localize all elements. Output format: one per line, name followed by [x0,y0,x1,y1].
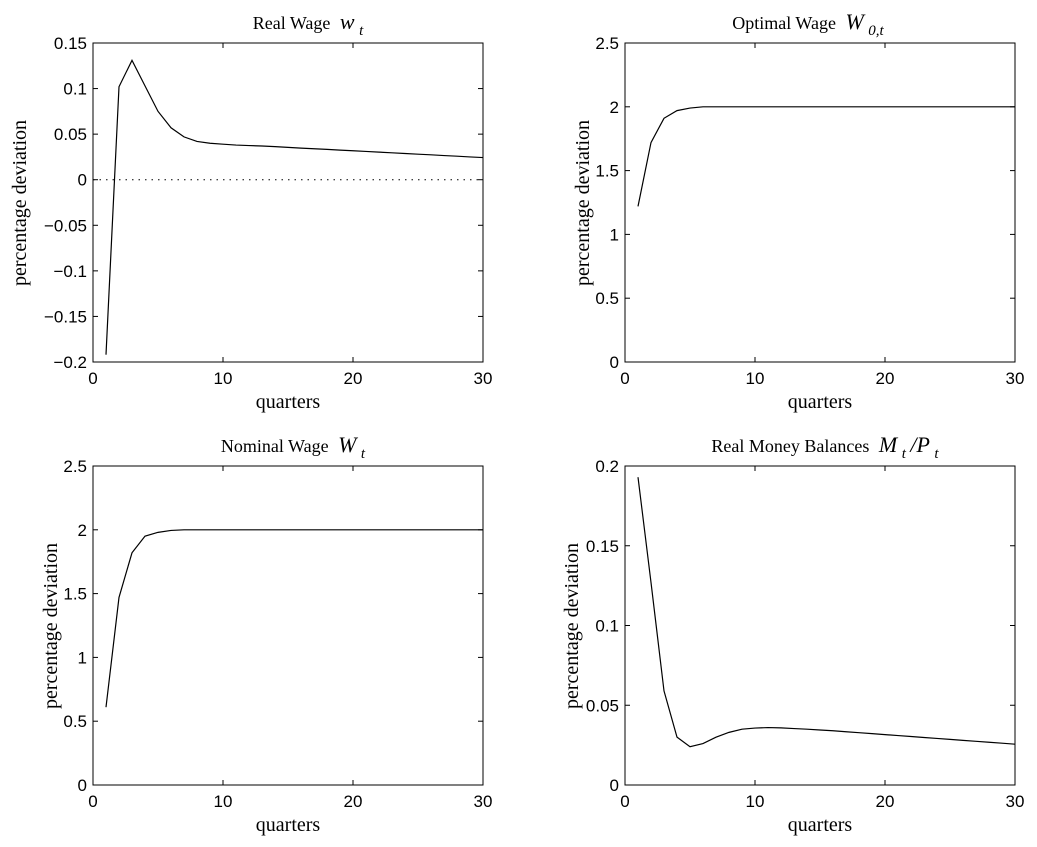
y-tick-label: 0 [610,776,619,795]
y-tick-label: 0.1 [595,617,619,636]
series-line [105,529,483,708]
series-layer [637,477,1016,748]
series-layer [105,529,483,708]
chart-panel-real-wage: Real Wage w t 0 10 20 30 −0.2 −0.15 −0.1 −0.05… [9,9,492,413]
x-axis-label: quarters [256,391,321,413]
x-tick-label: 0 [88,792,97,811]
chart-title: Real Money Balances M t /P t [711,432,939,462]
x-axis-ticks: 0 10 20 30 [620,466,1024,811]
x-tick-label: 30 [1006,369,1025,388]
x-tick-label: 20 [876,792,895,811]
chart-title-symbol: W [338,432,358,457]
chart-title-subscript: 0,t [868,23,884,39]
y-tick-label: −0.15 [44,307,87,326]
y-tick-label: 0.5 [595,289,619,308]
y-tick-label: 0 [610,353,619,372]
y-tick-label: 0 [78,171,87,190]
plot-frame [92,42,484,363]
chart-title-subscript-2: t [934,446,939,462]
y-axis-label: percentage deviation [561,543,583,709]
y-tick-label: 1.5 [63,585,87,604]
series-line [637,477,1016,748]
plot-frame [624,42,1016,363]
y-axis-label: percentage deviation [40,543,62,709]
chart-title-symbol: M [878,432,899,457]
x-tick-label: 10 [214,792,233,811]
plot-frame [92,465,484,786]
x-tick-label: 0 [88,369,97,388]
x-axis-label: quarters [788,391,853,413]
chart-title: Real Wage w t [253,9,364,39]
y-tick-label: −0.2 [53,353,87,372]
chart-title-symbol: W [845,9,865,34]
x-axis-label: quarters [256,814,321,836]
y-tick-label: 0.05 [54,125,87,144]
x-axis-ticks: 0 10 20 30 [88,43,492,388]
y-tick-label: 2 [610,98,619,117]
y-tick-label: 0.15 [586,537,619,556]
x-tick-label: 0 [620,369,629,388]
chart-title-symbol: w [340,9,355,34]
chart-panel-optimal-wage: Optimal Wage W 0,t 0 10 20 30 00.511.522.5 … [572,9,1024,413]
y-tick-label: 0.2 [595,457,619,476]
y-axis-label: percentage deviation [9,120,31,286]
chart-panel-real-money-balances: Real Money Balances M t /P t 0 10 20 30 0 0.… [561,432,1024,836]
y-axis-label: percentage deviation [572,120,594,286]
x-tick-label: 30 [474,792,493,811]
y-tick-label: 2.5 [63,457,87,476]
x-axis-ticks: 0 10 20 30 [88,466,492,811]
y-axis-ticks: 0 0.5 1 1.5 2 2.5 [63,457,483,795]
y-tick-label: 0.1 [63,80,87,99]
x-axis-ticks: 0 10 20 30 [620,43,1024,388]
y-tick-label: 2.5 [595,34,619,53]
x-tick-label: 0 [620,792,629,811]
chart-title-symbol-2: /P [908,432,930,457]
series-line [637,106,1015,207]
series-layer [105,58,484,355]
y-tick-label: 0.5 [63,712,87,731]
y-tick-label: 0.05 [586,696,619,715]
chart-title-main: Real Money Balances [711,436,869,456]
chart-title-subscript: t [902,446,907,462]
series-layer [637,106,1015,207]
y-tick-label: 1 [610,225,619,244]
y-tick-label: −0.05 [44,216,87,235]
x-tick-label: 10 [746,369,765,388]
y-axis-ticks: 0 0.5 1 1.5 2 2.5 [595,34,1015,372]
x-tick-label: 20 [344,792,363,811]
y-tick-label: 1.5 [595,162,619,181]
chart-title-main: Real Wage [253,13,331,33]
y-tick-label: 0 [78,776,87,795]
series-line [105,58,484,355]
y-axis-ticks: 0 0.05 0.1 0.15 0.2 [586,457,1015,795]
x-tick-label: 20 [344,369,363,388]
chart-title-subscript: t [361,446,366,462]
x-tick-label: 20 [876,369,895,388]
x-tick-label: 30 [474,369,493,388]
x-tick-label: 10 [214,369,233,388]
y-tick-label: 1 [78,648,87,667]
chart-title-main: Nominal Wage [221,436,329,456]
y-axis-ticks: −0.2 −0.15 −0.1 −0.05 0 0.05 0.1 0.15 [44,34,483,372]
y-tick-label: 2 [78,521,87,540]
x-tick-label: 10 [746,792,765,811]
chart-title-subscript: t [359,23,364,39]
chart-title: Optimal Wage W 0,t [732,9,884,39]
x-tick-label: 30 [1006,792,1025,811]
chart-title: Nominal Wage W t [221,432,366,462]
y-tick-label: −0.1 [53,262,87,281]
chart-title-main: Optimal Wage [732,13,836,33]
plot-frame [624,465,1016,786]
x-axis-label: quarters [788,814,853,836]
chart-panel-nominal-wage: Nominal Wage W t 0 10 20 30 0 0.5 1 1.5 2 2.5 qu… [40,432,492,836]
y-tick-label: 0.15 [54,34,87,53]
